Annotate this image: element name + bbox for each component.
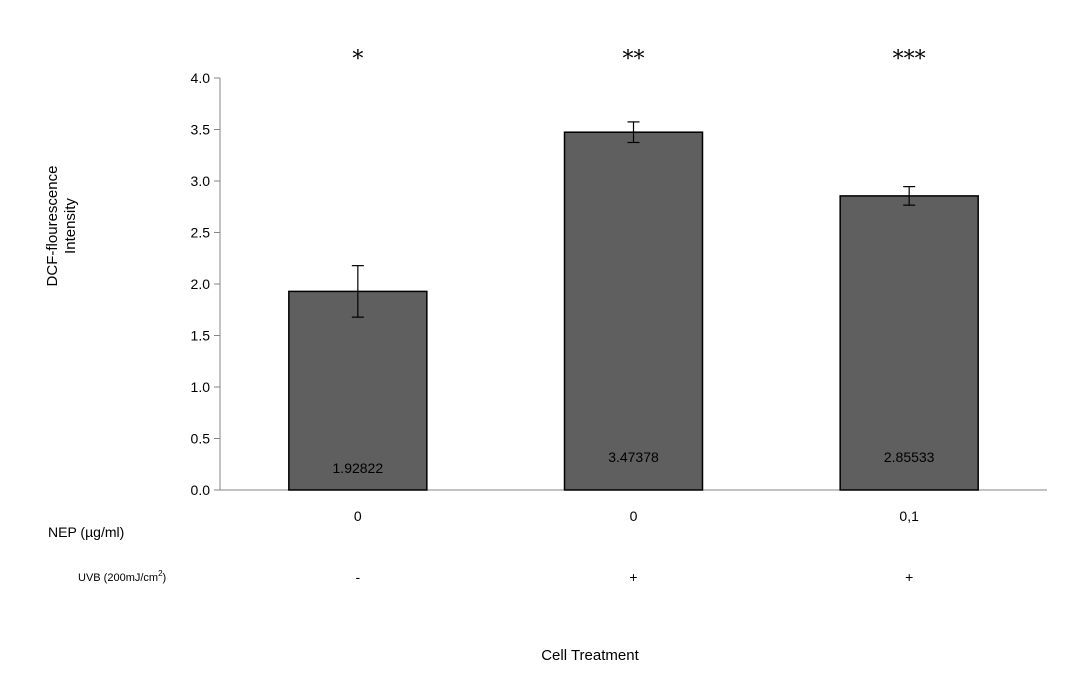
significance-mark: *	[352, 47, 363, 72]
uvb-value: +	[629, 569, 637, 585]
uvb-value: +	[905, 569, 913, 585]
y-tick-label: 0.5	[191, 431, 211, 447]
bar-value-label: 1.92822	[333, 460, 384, 476]
nep-row-label: NEP (µg/ml)	[48, 524, 124, 540]
y-axis-title-line-2: Intensity	[62, 198, 79, 254]
error-bars	[351, 121, 916, 318]
uvb-label-main: UVB (200mJ/cm	[78, 572, 158, 584]
bars	[288, 131, 979, 491]
uvb-label-end: )	[163, 572, 167, 584]
y-tick-label: 0.0	[191, 482, 211, 498]
uvb-row-label: UVB (200mJ/cm2)	[78, 569, 166, 584]
nep-value: 0	[354, 508, 362, 524]
bar	[563, 131, 704, 491]
y-tick-label: 4.0	[191, 70, 211, 86]
y-tick-label: 2.0	[191, 276, 211, 292]
bar-value-label: 2.85533	[884, 449, 935, 465]
uvb-value: -	[355, 569, 360, 585]
significance-marks: * ** ***	[352, 47, 925, 72]
bar-value-label: 3.47378	[608, 449, 659, 465]
y-tick-label: 1.0	[191, 379, 211, 395]
y-tick-label: 3.0	[191, 173, 211, 189]
bar	[839, 195, 979, 491]
y-tick-label: 2.5	[191, 225, 211, 241]
significance-mark: ***	[893, 47, 926, 72]
uvb-label-sup: 2	[158, 569, 163, 578]
nep-value: 0,1	[899, 508, 919, 524]
y-tick-label: 3.5	[191, 122, 211, 138]
nep-row-values: 0 0 0,1	[354, 508, 919, 524]
data-labels: 1.92822 3.47378 2.85533	[333, 449, 935, 476]
x-axis-title: Cell Treatment	[541, 647, 639, 664]
bar	[288, 290, 428, 491]
y-ticks: 0.0 0.5 1.0 1.5 2.0 2.5 3.0 3.5 4.0	[191, 70, 220, 498]
y-axis-title-line-1: DCF-flourescence	[44, 166, 61, 287]
significance-mark: **	[623, 47, 645, 72]
y-tick-label: 1.5	[191, 328, 211, 344]
uvb-row-values: - + +	[355, 569, 913, 585]
nep-value: 0	[630, 508, 638, 524]
